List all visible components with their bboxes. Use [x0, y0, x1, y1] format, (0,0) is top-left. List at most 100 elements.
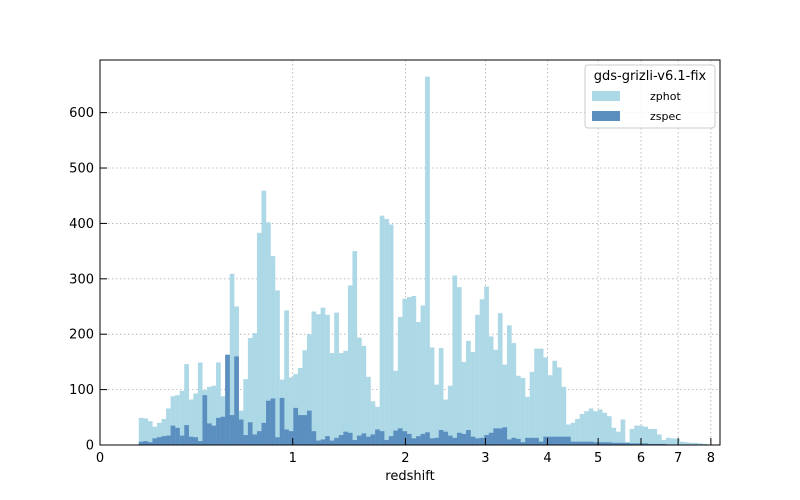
- bar-zspec: [247, 422, 253, 445]
- bar-zspec: [484, 435, 489, 445]
- bar-zphot: [561, 386, 567, 445]
- bar-zspec: [229, 415, 235, 445]
- legend-swatch-zspec: [592, 111, 620, 121]
- y-tick-label: 200: [69, 328, 94, 343]
- bar-zphot: [579, 413, 585, 445]
- bar-zspec: [325, 436, 330, 445]
- bar-zphot: [206, 386, 212, 445]
- bar-zphot: [461, 361, 467, 445]
- bar-zphot: [338, 353, 344, 445]
- bar-zspec: [475, 438, 480, 445]
- bar-zspec: [416, 436, 421, 445]
- bar-zspec: [252, 434, 258, 445]
- bar-zspec: [147, 442, 153, 445]
- x-tick-label: 2: [401, 451, 409, 466]
- bar-zspec: [356, 435, 362, 445]
- bar-zspec: [329, 440, 335, 445]
- bar-zphot: [343, 350, 349, 445]
- x-tick-label: 3: [481, 451, 489, 466]
- bar-zspec: [579, 441, 585, 445]
- bar-zspec: [347, 432, 353, 445]
- bar-zspec: [456, 432, 462, 445]
- legend-label-zphot: zphot: [650, 90, 681, 103]
- bar-zphot: [184, 364, 189, 445]
- bar-zphot: [411, 295, 417, 445]
- bar-zspec: [561, 436, 567, 445]
- bar-zspec: [661, 443, 667, 445]
- bar-zphot: [693, 442, 699, 445]
- bar-zspec: [175, 427, 180, 445]
- bar-zphot: [697, 443, 703, 445]
- bar-zspec: [397, 428, 403, 445]
- bar-zspec: [275, 437, 280, 445]
- bar-zphot: [388, 224, 394, 445]
- bar-zspec: [270, 398, 276, 445]
- bar-zspec: [620, 442, 626, 445]
- x-tick-label: 5: [594, 451, 602, 466]
- y-tick-label: 0: [86, 439, 94, 454]
- x-tick-label: 8: [707, 451, 715, 466]
- bar-zspec: [379, 431, 385, 445]
- ticks-layer: 0 1 2 3 4 5 6 7 8 0 100 200 300 400 500 600: [69, 106, 715, 466]
- bar-zspec: [197, 441, 203, 445]
- bar-zphot: [247, 338, 253, 445]
- bar-zphot: [538, 348, 544, 445]
- bar-zphot: [193, 393, 199, 445]
- y-tick-label: 400: [69, 217, 94, 232]
- bar-zphot: [566, 424, 571, 445]
- bar-zspec: [411, 438, 417, 445]
- bar-zphot: [638, 425, 644, 445]
- bar-zphot: [529, 371, 535, 445]
- bar-zphot: [416, 322, 421, 445]
- bar-zphot: [511, 343, 517, 445]
- bar-zphot: [434, 384, 439, 445]
- bar-zphot: [702, 443, 708, 445]
- bar-zphot: [593, 411, 599, 445]
- bar-zspec: [629, 443, 635, 445]
- bar-zspec: [556, 436, 562, 445]
- bar-zphot: [347, 285, 353, 445]
- bar-zphot: [502, 364, 508, 445]
- bar-zspec: [320, 439, 326, 445]
- bar-zphot: [675, 438, 680, 445]
- bar-zphot: [197, 362, 203, 445]
- bar-zspec: [366, 436, 371, 445]
- bar-zphot: [297, 368, 303, 445]
- bar-zphot: [211, 385, 217, 445]
- bar-zspec: [611, 442, 617, 445]
- bar-zphot: [666, 437, 671, 445]
- bar-zspec: [143, 441, 149, 445]
- bar-zphot: [379, 215, 385, 445]
- bar-zphot: [456, 287, 462, 445]
- bar-zspec: [443, 431, 449, 445]
- bar-zspec: [470, 436, 476, 445]
- legend-swatch-zphot: [592, 91, 620, 101]
- bar-zspec: [584, 441, 589, 445]
- bar-zspec: [225, 354, 230, 445]
- bar-zspec: [375, 429, 380, 445]
- bar-zphot: [688, 442, 694, 445]
- bar-zphot: [156, 422, 162, 445]
- bar-zspec: [138, 441, 144, 445]
- bar-zspec: [384, 440, 389, 445]
- bar-zphot: [425, 76, 430, 445]
- bar-zphot: [275, 290, 280, 445]
- bar-zphot: [252, 333, 258, 445]
- bar-zphot: [547, 375, 553, 445]
- bar-zspec: [566, 436, 571, 445]
- bar-zphot: [138, 417, 144, 445]
- bar-zphot: [370, 401, 376, 445]
- bar-zphot: [516, 375, 521, 445]
- legend-label-zspec: zspec: [650, 110, 681, 123]
- bar-zphot: [475, 314, 480, 445]
- bar-zphot: [166, 408, 171, 445]
- y-tick-label: 600: [69, 106, 94, 121]
- bar-zspec: [316, 440, 321, 445]
- x-tick-label: 0: [96, 451, 104, 466]
- bar-zspec: [279, 397, 285, 445]
- bar-zphot: [429, 347, 435, 445]
- bars-layer: [138, 76, 708, 445]
- bar-zspec: [502, 427, 508, 445]
- bar-zphot: [656, 434, 662, 445]
